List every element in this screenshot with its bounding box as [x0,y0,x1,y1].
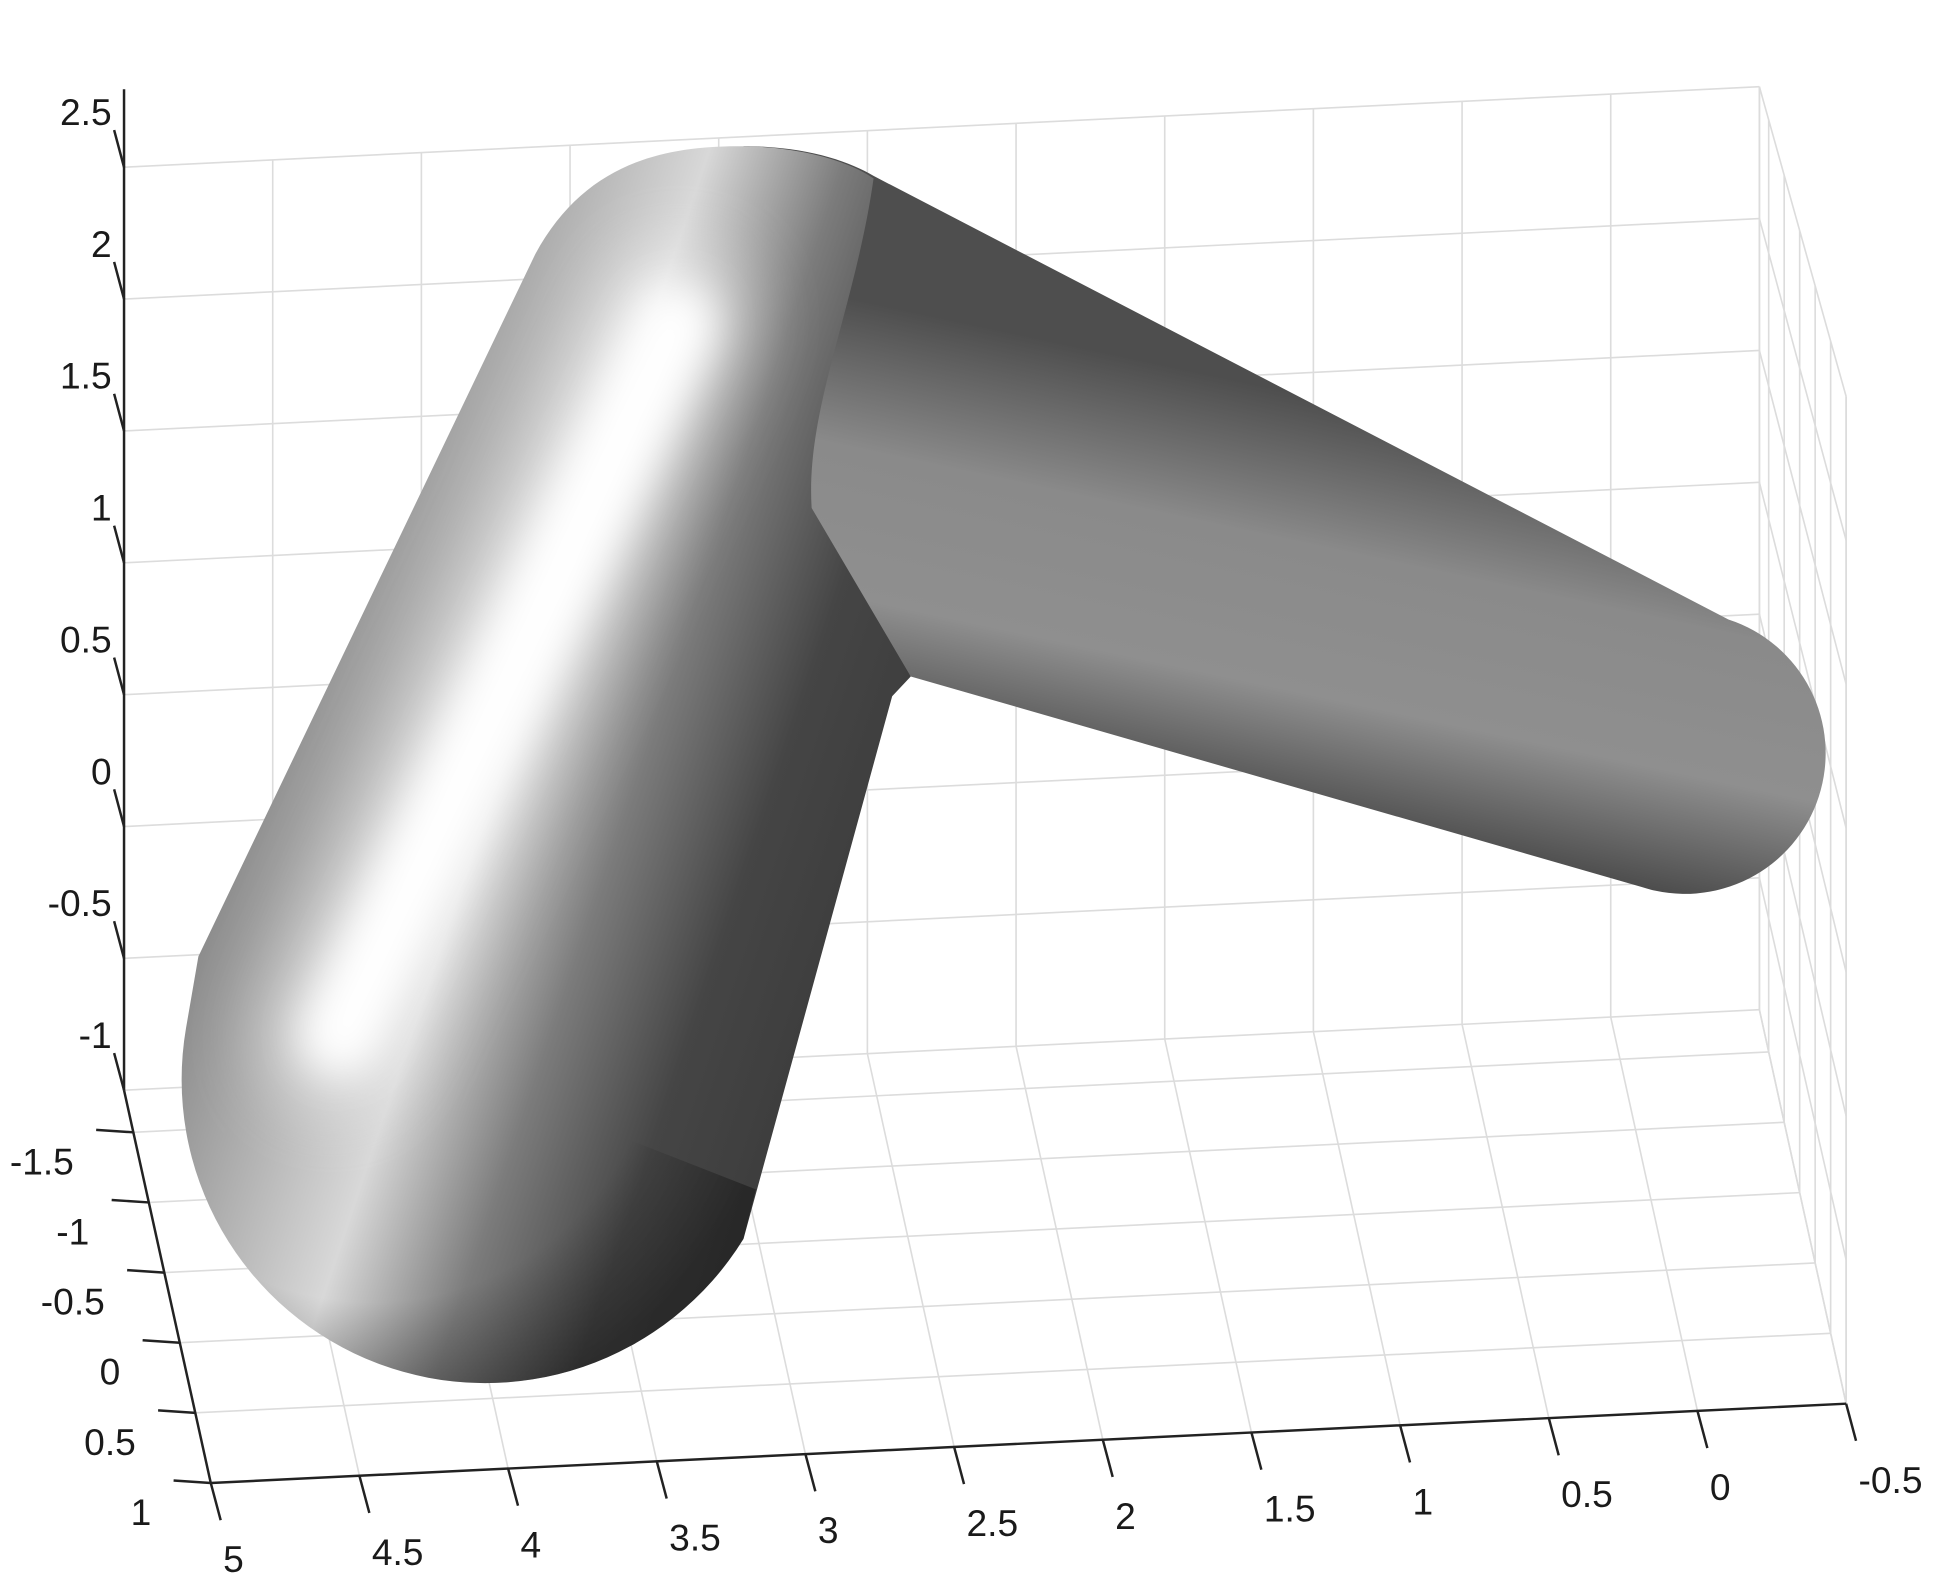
grid-line [1758,1009,1847,1404]
grid-line [1758,86,1847,397]
z-tick [112,525,126,564]
z-tick [112,789,126,827]
x-tick-label: 2.5 [967,1502,1019,1544]
grid-line [1163,1038,1253,1433]
grid-line [1758,350,1847,685]
x-tick-label: 3.5 [669,1516,721,1558]
grid-line [1758,482,1847,829]
x-tick [1844,1403,1858,1442]
grid-line [195,1332,1831,1414]
x-tick-label: 5 [223,1538,244,1580]
y-tick-label: 0 [100,1351,121,1393]
x-tick [1398,1424,1412,1463]
y-tick [142,1338,180,1344]
x-tick [1696,1410,1709,1449]
x-tick-label: 4.5 [372,1531,424,1573]
grid-line [1758,218,1847,541]
y-tick-label: -0.5 [41,1281,105,1323]
z-tick-label: 2.5 [60,91,112,133]
grid-line [866,1053,955,1448]
y-tick-label: 0.5 [84,1421,136,1463]
x-tick [1250,1432,1263,1471]
z-tick [112,920,126,959]
x-tick [1547,1417,1560,1456]
z-tick [112,393,126,432]
z-tick-label: 2 [91,223,112,265]
x-tick [358,1475,371,1514]
z-tick-label: 1 [91,487,112,529]
x-tick [804,1453,817,1492]
z-tick [112,657,126,695]
x-tick-label: 1 [1413,1480,1434,1522]
z-tick-label: 0 [91,750,112,792]
z-tick-label: 1.5 [60,355,112,397]
y-tick [158,1409,196,1415]
z-tick-label: -1 [79,1014,112,1056]
y-axis-line [122,1089,212,1484]
y-tick [111,1198,149,1204]
x-tick-label: 2 [1115,1495,1136,1537]
y-tick-label: -1.5 [10,1140,74,1182]
z-tick [112,1052,126,1091]
x-tick [506,1468,520,1507]
x-tick [1101,1439,1114,1478]
x-tick-label: 0.5 [1561,1473,1613,1515]
grid-line [1758,877,1847,1260]
z-tick [112,261,126,300]
x-tick-label: -0.5 [1859,1459,1923,1501]
x-tick-label: 3 [818,1509,839,1551]
axis-layer: 5 4.5 4 3.5 3 2.5 2 1.5 1 0.5 0 -0.5 -1.5 -1 -0.5 0 0.5 1… [10,89,1923,1580]
y-tick [127,1268,165,1274]
y-tick [173,1479,211,1485]
x-tick-label: 1.5 [1264,1488,1316,1530]
y-tick [96,1128,134,1134]
grid-line [1461,1024,1550,1419]
x-tick [952,1446,966,1485]
x-tick-label: 4 [520,1524,541,1566]
grid-line [1312,1031,1401,1426]
y-tick-label: -1 [56,1210,89,1252]
x-tick [655,1461,668,1499]
tube-segment [743,146,1826,894]
specular-highlight [302,286,714,1073]
y-tick-label: 1 [131,1491,152,1533]
grid-line [1015,1046,1104,1440]
x-tick [209,1482,222,1521]
surface [181,146,1826,1384]
x-tick-label: 0 [1710,1466,1731,1508]
x-axis-line [210,1402,1847,1485]
z-tick-label: 0.5 [60,618,112,660]
z-tick-label: -0.5 [48,882,112,924]
grid-line [1609,1016,1699,1412]
grid-line [124,85,1760,169]
z-tick [112,129,126,168]
